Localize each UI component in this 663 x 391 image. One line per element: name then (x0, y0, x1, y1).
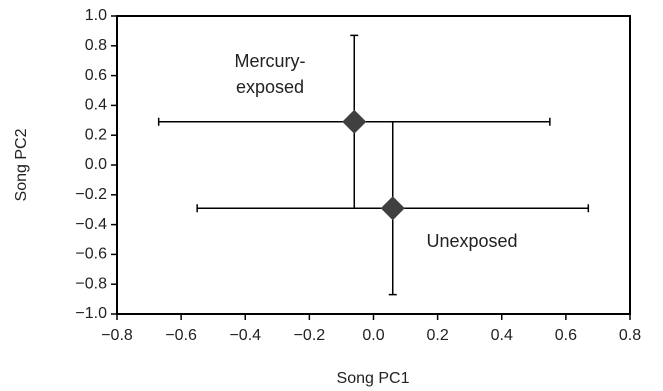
x-tick-label: −0.6 (165, 327, 197, 344)
x-tick-label: −0.8 (101, 327, 133, 344)
annotation: Mercury- (235, 51, 306, 71)
x-tick-label: 0.4 (491, 327, 513, 344)
x-tick-label: −0.4 (229, 327, 261, 344)
annotation: Unexposed (426, 231, 517, 251)
y-tick-label: −0.6 (75, 246, 107, 263)
y-tick-label: 0.2 (85, 126, 107, 143)
point (342, 109, 367, 134)
plot-frame (116, 15, 631, 315)
y-tick-label: −1.0 (75, 305, 107, 322)
y-tick-label: −0.4 (75, 216, 107, 233)
y-axis-label: Song PC2 (13, 128, 30, 201)
y-tick-label: 1.0 (85, 7, 107, 24)
x-tick-label: −0.2 (294, 327, 326, 344)
y-tick-label: 0.8 (85, 37, 107, 54)
x-tick-label: 0.0 (362, 327, 384, 344)
x-tick-label: 0.8 (619, 327, 641, 344)
point (380, 196, 405, 221)
y-tick-label: −0.2 (75, 186, 107, 203)
y-tick-label: 0.6 (85, 67, 107, 84)
y-tick-label: −0.8 (75, 275, 107, 292)
y-tick-label: 0.4 (85, 97, 107, 114)
x-tick-label: 0.2 (427, 327, 449, 344)
x-axis-label: Song PC1 (337, 370, 410, 387)
y-tick-label: 0.0 (85, 156, 107, 173)
annotation: exposed (236, 77, 304, 97)
x-tick-label: 0.6 (555, 327, 577, 344)
